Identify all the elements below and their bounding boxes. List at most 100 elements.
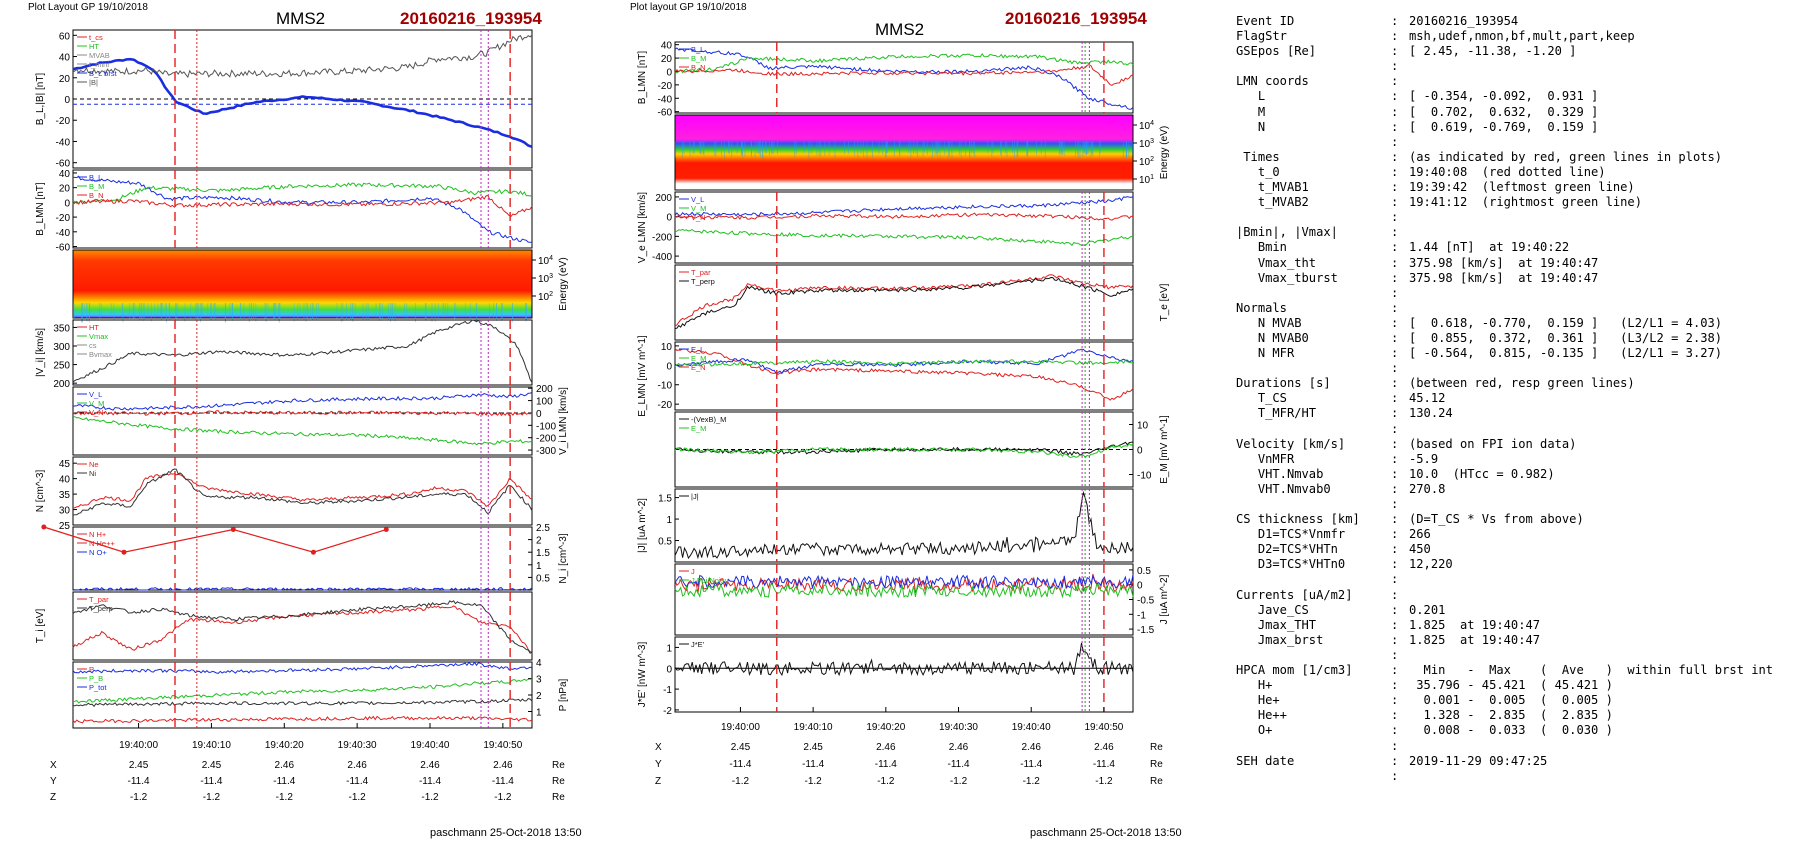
info-value: [ -0.564, 0.815, -0.135 ] (L2/L1 = 3.27) xyxy=(1409,346,1723,361)
legend-label: P_tot xyxy=(89,683,107,692)
info-colon: : xyxy=(1391,738,1399,753)
legend-label: V_N xyxy=(691,213,706,222)
info-key xyxy=(1236,572,1391,587)
info-value: (as indicated by red, green lines in plo… xyxy=(1409,149,1723,164)
x-tick-label: 19:40:10 xyxy=(794,722,833,733)
info-colon: : xyxy=(1391,617,1399,632)
info-value xyxy=(1409,422,1798,437)
left-event-title: 20160216_193954 xyxy=(400,9,542,28)
right-event-title: 20160216_193954 xyxy=(1005,9,1147,28)
info-key: Velocity [km/s] xyxy=(1236,436,1346,451)
ephemeris-value: -1.2 xyxy=(276,792,294,803)
panel-VeLMN: 200 0 -200 -400 V_e LMN [km/s] V_LV_MV_N xyxy=(637,191,1134,264)
y-tick-label: 1.5 xyxy=(658,494,672,505)
series-line xyxy=(674,212,1134,221)
ephemeris-value: 2.46 xyxy=(949,742,969,753)
legend-label: N H+ xyxy=(89,530,107,539)
ephemeris-unit: Re xyxy=(1150,742,1163,753)
info-colon: : xyxy=(1391,346,1399,361)
y-axis-label: V_e LMN [km/s] xyxy=(637,192,648,263)
y-axis-label: N [cm^-3] xyxy=(35,470,46,513)
ephemeris-unit: Re xyxy=(1150,776,1163,787)
legend-label: Vmax xyxy=(89,332,108,341)
panel-frame xyxy=(674,341,1134,411)
info-value xyxy=(1409,497,1798,512)
y-axis-label: Energy (eV) xyxy=(558,257,569,310)
info-key: Times xyxy=(1236,149,1280,164)
ephemeris-value: -1.2 xyxy=(1023,776,1041,787)
info-value: 35.796 - 45.421 ( 45.421 ) xyxy=(1409,678,1613,693)
info-key: FlagStr xyxy=(1236,29,1287,44)
info-colon: : xyxy=(1391,527,1399,542)
series-line xyxy=(674,348,1134,375)
info-row: N: [ 0.619, -0.769, 0.159 ] xyxy=(1236,120,1798,135)
y-tick-label: 250 xyxy=(53,361,70,372)
info-key: N MVAB0 xyxy=(1236,330,1309,345)
y-tick-label: 101 xyxy=(1139,174,1154,186)
info-value xyxy=(1409,286,1798,301)
info-key: VnMFR xyxy=(1236,451,1295,466)
info-value: 375.98 [km/s] at 19:40:47 xyxy=(1409,255,1599,270)
info-value: [ 0.619, -0.769, 0.159 ] xyxy=(1409,119,1599,134)
info-colon: : xyxy=(1391,74,1399,89)
series-line xyxy=(674,64,1134,86)
y-tick-label: 0.5 xyxy=(1137,566,1151,577)
info-row: He++: 1.328 - 2.835 ( 2.835 ) xyxy=(1236,708,1798,723)
y-tick-label: -300 xyxy=(536,446,556,457)
y-tick-label: 1 xyxy=(536,561,542,572)
series-line xyxy=(72,600,533,654)
ephemeris-unit: Re xyxy=(552,776,565,787)
info-key: D2=TCS*VHTn xyxy=(1236,542,1338,557)
panel-frame xyxy=(674,488,1134,563)
info-value xyxy=(1409,59,1798,74)
panel-J: 0.5 0 -0.5 -1 -1.5 J [uA m^-2] JJ Fpi/Noisu xyxy=(674,563,1170,636)
info-value: 0.008 - 0.033 ( 0.030 ) xyxy=(1409,723,1613,738)
y-tick-label: -10 xyxy=(658,381,673,392)
info-colon: : xyxy=(1391,678,1399,693)
info-value xyxy=(1409,361,1798,376)
y-axis-label: B_LMN [nT] xyxy=(35,182,46,236)
y-tick-label: -20 xyxy=(56,213,71,224)
x-tick-label: 19:40:20 xyxy=(866,722,905,733)
info-row: : xyxy=(1236,497,1798,512)
info-key: N MFR xyxy=(1236,346,1295,361)
info-colon: : xyxy=(1391,436,1399,451)
series-line xyxy=(72,410,533,417)
y-tick-label: 40 xyxy=(661,41,673,52)
series-line xyxy=(674,347,1134,401)
info-colon: : xyxy=(1391,225,1399,240)
y-tick-label: 20 xyxy=(59,184,71,195)
info-colon: : xyxy=(1391,134,1399,149)
series-line xyxy=(72,34,533,79)
series-line xyxy=(72,473,533,509)
ephemeris-value: -11.4 xyxy=(802,759,824,770)
info-row: N MFR: [ -0.564, 0.815, -0.135 ] (L2/L1 =… xyxy=(1236,346,1798,361)
info-key: t_0 xyxy=(1236,164,1280,179)
info-colon: : xyxy=(1391,315,1399,330)
info-row: t_0:19:40:08 (red dotted line) xyxy=(1236,165,1798,180)
x-tick-label: 19:40:30 xyxy=(939,722,978,733)
y-tick-label: 2 xyxy=(536,691,542,702)
ephemeris-value: 2.46 xyxy=(420,760,440,771)
y-tick-label: 0 xyxy=(1137,581,1143,592)
panel-frame xyxy=(674,264,1134,341)
info-value: 1.825 at 19:40:47 xyxy=(1409,632,1541,647)
y-tick-label: -1 xyxy=(663,685,672,696)
info-colon: : xyxy=(1391,632,1399,647)
info-value: 375.98 [km/s] at 19:40:47 xyxy=(1409,270,1599,285)
series-line xyxy=(72,715,533,724)
y-tick-label: 35 xyxy=(59,490,71,501)
y-tick-label: -40 xyxy=(56,137,71,148)
y-tick-label: 200 xyxy=(53,379,70,390)
series-line xyxy=(674,53,1134,74)
ephemeris-value: 2.46 xyxy=(876,742,896,753)
info-colon: : xyxy=(1391,481,1399,496)
info-colon: : xyxy=(1391,210,1399,225)
info-row: O+: 0.008 - 0.033 ( 0.030 ) xyxy=(1236,723,1798,738)
info-value: (D=T_CS * Vs from above) xyxy=(1409,512,1584,527)
info-colon: : xyxy=(1391,270,1399,285)
legend-label: V_M xyxy=(89,399,104,408)
